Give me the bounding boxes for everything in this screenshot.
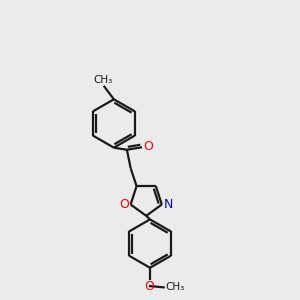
Text: O: O — [119, 198, 129, 211]
Text: N: N — [164, 198, 173, 211]
Text: CH₃: CH₃ — [93, 75, 112, 85]
Text: O: O — [143, 140, 153, 153]
Text: CH₃: CH₃ — [165, 282, 184, 292]
Text: O: O — [145, 280, 154, 293]
